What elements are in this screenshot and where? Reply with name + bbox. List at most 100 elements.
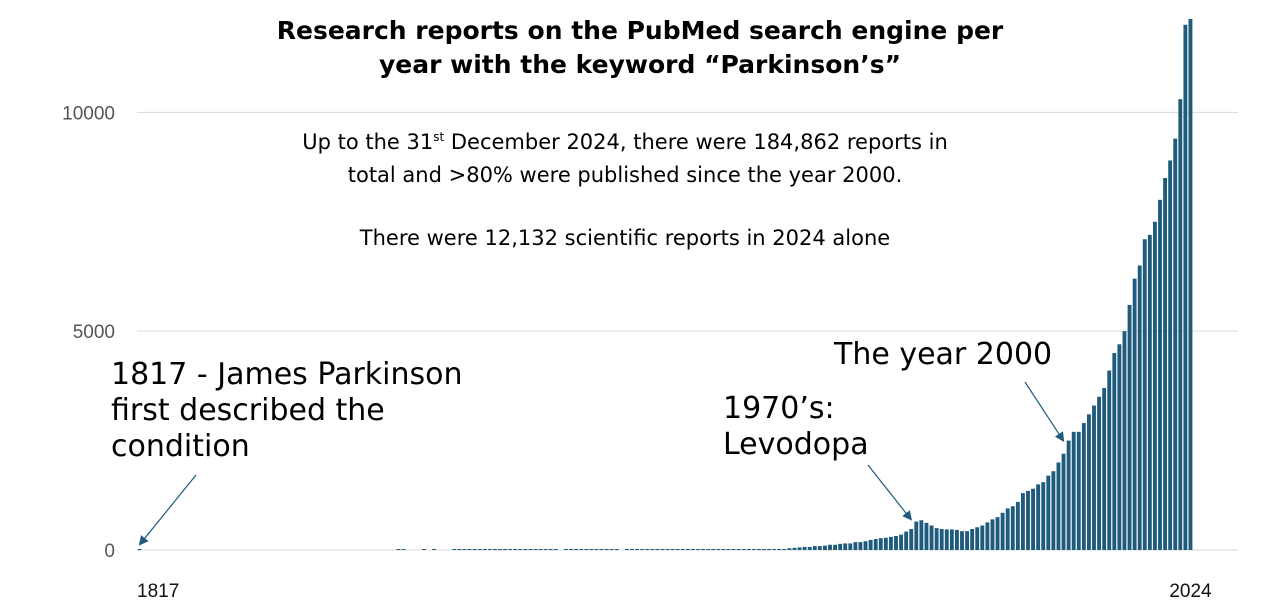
bar-1982	[975, 527, 980, 550]
bar-1899	[553, 549, 558, 550]
bar-1917	[645, 549, 650, 550]
bar-1904	[579, 549, 584, 550]
bar-1925	[685, 549, 690, 550]
annotation-levodopa-line-2: Levodopa	[723, 427, 869, 462]
bar-1961	[868, 539, 873, 550]
bar-1885	[482, 549, 487, 550]
bar-1954	[833, 544, 838, 550]
bar-1928	[701, 549, 706, 550]
bar-series	[137, 19, 1193, 551]
annotation-year-2000: The year 2000	[834, 337, 1052, 373]
bar-1895	[533, 549, 538, 550]
bar-1901	[564, 549, 568, 550]
bar-1985	[990, 519, 995, 550]
bar-1936	[741, 549, 746, 550]
chart-title: Research reports on the PubMed search en…	[140, 14, 1140, 82]
bar-1911	[614, 549, 619, 550]
bar-1977	[949, 529, 954, 550]
bar-2000	[1066, 440, 1071, 550]
bar-1998	[1056, 462, 1061, 550]
bar-1995	[1041, 482, 1046, 550]
annotation-arrows	[138, 381, 1065, 546]
chart-title-line-1: Research reports on the PubMed search en…	[276, 16, 1004, 45]
bar-2024	[1188, 19, 1193, 550]
bar-1944	[782, 549, 787, 550]
annotation-1817-line-1: 1817 - James Parkinson	[111, 357, 463, 392]
summary-note-line-2: total and >80% were published since the …	[347, 163, 903, 187]
annotation-1817: 1817 - James Parkinson first described t…	[111, 357, 463, 465]
bar-1980	[965, 531, 970, 550]
bar-1999	[1061, 453, 1066, 550]
bar-1979	[960, 531, 964, 550]
bar-1932	[721, 549, 726, 550]
bar-1930	[711, 549, 716, 550]
bar-1987	[1000, 512, 1005, 550]
bar-2023	[1183, 24, 1188, 550]
bar-1972	[924, 522, 929, 550]
bar-1873	[421, 549, 426, 550]
bar-1926	[690, 549, 695, 550]
bar-2004	[1086, 414, 1091, 550]
bar-1937	[746, 549, 751, 550]
bar-1992	[1026, 490, 1030, 550]
bar-1907	[594, 549, 599, 550]
bar-2014	[1137, 265, 1142, 550]
bar-1940	[762, 549, 766, 550]
bar-1881	[462, 549, 467, 550]
bar-1983	[980, 525, 985, 550]
total-2024-note: There were 12,132 scientific reports in …	[190, 222, 1060, 255]
bar-1989	[1010, 506, 1015, 550]
bar-1933	[726, 549, 731, 550]
bar-1898	[548, 549, 553, 550]
bar-2009	[1112, 353, 1117, 550]
bar-1882	[467, 549, 472, 550]
bar-2005	[1092, 405, 1096, 550]
annotation-arrow	[1024, 381, 1065, 442]
bar-1968	[904, 531, 909, 550]
bar-2020	[1168, 160, 1173, 550]
bar-1923	[675, 549, 680, 550]
bar-1960	[863, 541, 868, 550]
bar-1990	[1015, 501, 1020, 550]
bar-1991	[1020, 493, 1025, 550]
bar-2010	[1117, 344, 1122, 550]
bar-1981	[970, 528, 975, 550]
note-text: December 2024, there were 184,862 report…	[444, 130, 948, 154]
bar-2008	[1107, 370, 1112, 550]
bar-2015	[1142, 239, 1147, 550]
bar-1973	[929, 525, 934, 550]
bar-1887	[492, 549, 497, 550]
summary-note-line-1: Up to the 31st December 2024, there were…	[190, 126, 1060, 159]
y-tick-label: 5000	[73, 322, 115, 343]
bar-1988	[1005, 508, 1010, 550]
bar-1956	[843, 543, 848, 550]
bar-1947	[797, 547, 802, 550]
bar-1913	[624, 549, 629, 550]
bar-1974	[934, 528, 939, 550]
bar-1984	[985, 522, 990, 550]
bar-1957	[848, 543, 853, 550]
bar-1906	[589, 549, 594, 550]
x-tick-label: 1817	[137, 581, 179, 602]
bar-1890	[508, 549, 513, 550]
annotation-arrow	[138, 474, 197, 546]
bar-2016	[1147, 234, 1152, 551]
bar-2006	[1097, 396, 1102, 550]
bar-1880	[457, 549, 462, 550]
bar-1946	[792, 547, 797, 550]
bar-1953	[828, 544, 832, 550]
bar-1938	[751, 549, 756, 550]
bar-1978	[954, 529, 959, 550]
bar-1997	[1051, 471, 1056, 550]
bar-1949	[807, 546, 812, 550]
bar-1943	[777, 549, 782, 550]
bar-1886	[487, 549, 492, 550]
bar-1914	[630, 549, 634, 550]
bar-2011	[1122, 331, 1127, 550]
bar-2019	[1163, 177, 1168, 551]
y-tick-label: 0	[104, 541, 115, 562]
bar-1896	[538, 549, 543, 550]
bar-1964	[883, 537, 888, 550]
bar-1888	[498, 549, 502, 550]
bar-1948	[802, 546, 807, 550]
